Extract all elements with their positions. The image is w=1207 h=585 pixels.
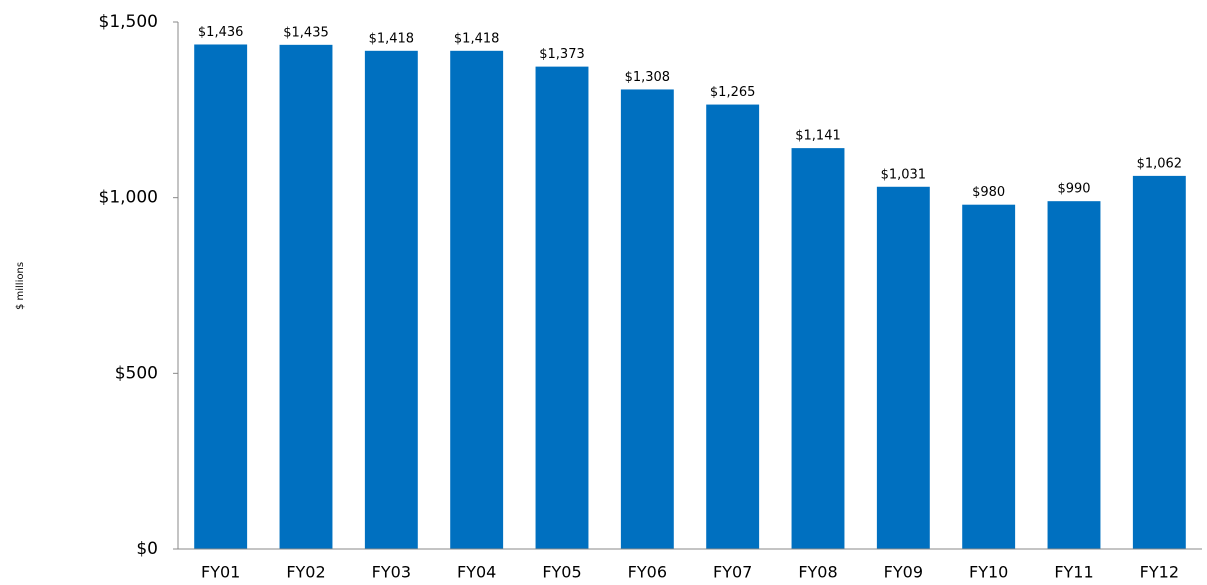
value-label: $1,141 bbox=[795, 129, 841, 144]
value-label: $1,418 bbox=[369, 31, 415, 46]
y-tick-label: $0 bbox=[136, 539, 158, 559]
value-label: $1,308 bbox=[625, 70, 671, 85]
bar bbox=[279, 44, 333, 549]
x-tick-label: FY09 bbox=[884, 563, 923, 582]
x-tick-label: FY05 bbox=[542, 563, 581, 582]
value-label: $1,031 bbox=[881, 167, 927, 182]
value-label: $1,373 bbox=[539, 47, 585, 62]
value-label: $1,436 bbox=[198, 25, 244, 40]
y-axis-label: $ millions bbox=[15, 262, 26, 310]
x-tick-label: FY04 bbox=[457, 563, 496, 582]
value-label: $1,435 bbox=[283, 25, 329, 40]
y-tick-label: $1,000 bbox=[99, 188, 158, 208]
bar bbox=[535, 66, 589, 550]
bar bbox=[876, 186, 930, 549]
bar bbox=[1132, 175, 1186, 549]
value-label: $1,062 bbox=[1137, 156, 1183, 171]
value-label: $1,418 bbox=[454, 31, 500, 46]
value-label: $990 bbox=[1057, 182, 1090, 197]
y-tick-label: $1,500 bbox=[99, 12, 158, 32]
bar bbox=[450, 50, 504, 550]
x-tick-label: FY12 bbox=[1140, 563, 1179, 582]
x-tick-label: FY02 bbox=[286, 563, 325, 582]
x-tick-label: FY10 bbox=[969, 563, 1008, 582]
x-tick-label: FY11 bbox=[1054, 563, 1093, 582]
bar bbox=[620, 89, 674, 550]
bar bbox=[962, 204, 1016, 549]
bar bbox=[194, 44, 248, 550]
x-tick-label: FY01 bbox=[201, 563, 240, 582]
bar bbox=[364, 50, 418, 550]
bar bbox=[1047, 201, 1101, 549]
x-tick-label: FY06 bbox=[628, 563, 667, 582]
x-tick-label: FY07 bbox=[713, 563, 752, 582]
value-label: $1,265 bbox=[710, 85, 756, 100]
bar bbox=[706, 104, 760, 550]
x-tick-label: FY08 bbox=[798, 563, 837, 582]
bar bbox=[791, 148, 845, 549]
y-tick-label: $500 bbox=[115, 363, 158, 383]
x-tick-label: FY03 bbox=[372, 563, 411, 582]
value-label: $980 bbox=[972, 185, 1005, 200]
